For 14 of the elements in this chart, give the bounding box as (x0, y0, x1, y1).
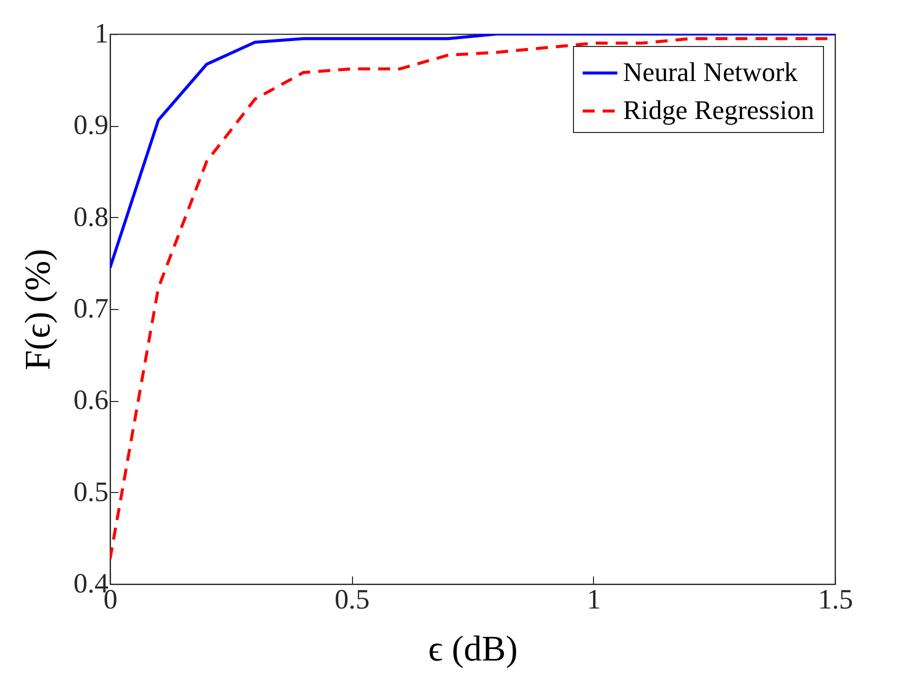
y-tick-label: 0.6 (74, 385, 108, 416)
x-tick-label: 1 (586, 584, 601, 616)
legend-label: Neural Network (623, 57, 798, 87)
x-tick-label: 0.5 (334, 584, 370, 616)
x-axis-title: ϵ (dB) (428, 628, 518, 668)
x-tick-label: 1.5 (818, 584, 853, 616)
y-tick-label: 0.7 (74, 294, 108, 324)
legend-label: Ridge Regression (623, 95, 815, 125)
y-tick-label: 0.9 (74, 110, 108, 142)
line-series (110, 34, 835, 270)
y-tick-label: 0.8 (74, 202, 108, 233)
y-tick-label: 1 (94, 18, 108, 50)
y-tick-label: 0.5 (74, 476, 108, 508)
y-axis-title: F(ϵ) (%) (18, 248, 58, 370)
